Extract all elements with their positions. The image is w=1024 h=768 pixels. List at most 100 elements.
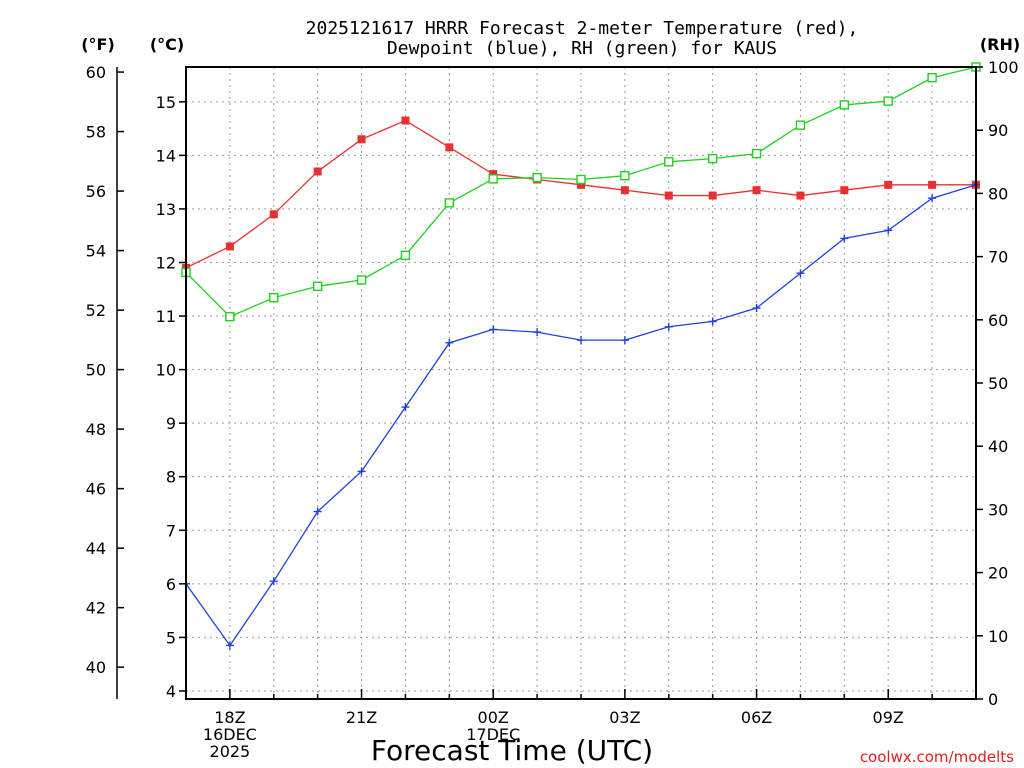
time-tick-label: 09Z (873, 708, 904, 727)
celsius-tick-label: 6 (166, 575, 176, 594)
temperature-point (928, 180, 937, 189)
rh-tick-label: 10 (988, 627, 1008, 646)
credit-text: coolwx.com/modelts (860, 748, 1014, 766)
rh-tick-label: 0 (988, 690, 998, 709)
rh-point (532, 172, 542, 183)
temperature-point (796, 191, 805, 200)
rh-tick-label: 60 (988, 311, 1008, 330)
fahrenheit-tick-label: 40 (86, 658, 106, 677)
fahrenheit-tick-label: 46 (86, 480, 106, 499)
series-layer (181, 62, 981, 650)
dewpoint-point (225, 641, 234, 650)
rh-tick-label: 90 (988, 121, 1008, 140)
chart-title-line-1: 2025121617 HRRR Forecast 2-meter Tempera… (306, 18, 859, 39)
chart-title-line-2: Dewpoint (blue), RH (green) for KAUS (387, 38, 777, 59)
rh-axis-unit: (RH) (980, 35, 1020, 54)
celsius-tick-label: 15 (156, 93, 176, 112)
temperature-point (445, 143, 454, 152)
rh-point (356, 275, 367, 285)
temperature-point (269, 210, 278, 219)
rh-tick-label: 70 (988, 248, 1008, 267)
time-tick-label: 03Z (609, 708, 640, 727)
rh-tick-label: 80 (988, 184, 1008, 203)
rh-tick-label: 30 (988, 500, 1008, 519)
temperature-point (840, 186, 849, 195)
x-axis-title: Forecast Time (UTC) (371, 734, 653, 767)
time-tick-label: 17DEC (466, 725, 520, 744)
dewpoint-point (489, 325, 498, 334)
plot-frame (185, 66, 977, 700)
rh-tick-label: 20 (988, 564, 1008, 583)
rh-tick-label: 100 (988, 58, 1019, 77)
temperature-point (664, 191, 673, 200)
fahrenheit-tick-label: 58 (86, 123, 106, 142)
fahrenheit-tick-label: 56 (86, 182, 106, 201)
dewpoint-point (884, 226, 893, 235)
dewpoint-point (752, 304, 761, 313)
fahrenheit-tick-label: 54 (86, 242, 106, 261)
dewpoint-point (269, 577, 278, 586)
rh-point (444, 198, 455, 208)
rh-point (400, 250, 411, 261)
dewpoint-point (620, 336, 629, 345)
rh-axis: 0 10 20 30 40 50 60 70 80 90 100 (976, 58, 1019, 709)
fahrenheit-tick-label: 60 (86, 63, 106, 82)
celsius-tick-label: 9 (166, 414, 176, 433)
temperature-point (708, 191, 717, 200)
dewpoint-point (401, 403, 410, 412)
celsius-tick-label: 10 (156, 361, 176, 380)
rh-point (620, 171, 630, 181)
temperature-point (357, 135, 366, 144)
dewpoint-point (313, 507, 322, 516)
fahrenheit-tick-label: 44 (86, 539, 106, 558)
time-tick-label: 18Z (214, 708, 245, 727)
time-tick-label: 21Z (346, 708, 377, 727)
rh-point (751, 148, 762, 159)
celsius-tick-label: 5 (166, 628, 176, 647)
fahrenheit-axis-unit: (°F) (81, 35, 115, 54)
dewpoint-point (357, 467, 366, 476)
dewpoint-point (533, 328, 542, 337)
rh-point (312, 281, 323, 292)
rh-point (707, 153, 718, 164)
chart-title: 2025121617 HRRR Forecast 2-meter Tempera… (306, 18, 859, 59)
fahrenheit-tick-label: 48 (86, 420, 106, 439)
rh-point (576, 174, 586, 185)
grid (186, 67, 976, 699)
dewpoint-series (182, 180, 980, 650)
celsius-tick-label: 7 (166, 521, 176, 540)
dewpoint-point (708, 317, 717, 326)
temperature-point (884, 180, 893, 189)
rh-point (225, 311, 235, 322)
celsius-tick-label: 13 (156, 200, 176, 219)
temperature-point (225, 242, 234, 251)
time-tick-label: 2025 (210, 742, 251, 761)
time-tick-label: 00Z (478, 708, 509, 727)
celsius-tick-label: 14 (156, 146, 176, 165)
celsius-tick-label: 8 (166, 468, 176, 487)
temperature-point (620, 186, 629, 195)
time-tick-label: 16DEC (203, 725, 257, 744)
dewpoint-point (928, 194, 937, 203)
fahrenheit-axis: 40 42 44 46 48 50 52 54 56 58 60 (86, 63, 124, 677)
celsius-tick-label: 12 (156, 253, 176, 272)
celsius-axis-unit: (°C) (150, 35, 184, 54)
rh-point (839, 100, 850, 110)
dewpoint-point (445, 338, 454, 347)
rh-point (883, 96, 893, 106)
temperature-point (489, 170, 498, 179)
rh-tick-label: 40 (988, 437, 1008, 456)
dewpoint-point (796, 269, 805, 278)
rh-point (488, 174, 498, 184)
rh-point (927, 73, 937, 83)
celsius-axis: 4 5 6 7 8 9 10 11 12 13 14 15 (156, 93, 186, 701)
temperature-point (752, 186, 761, 195)
fahrenheit-tick-label: 52 (86, 301, 106, 320)
temperature-point (401, 116, 410, 125)
dewpoint-point (664, 322, 673, 331)
dewpoint-point (577, 336, 585, 345)
fahrenheit-tick-label: 50 (86, 361, 106, 380)
time-tick-label: 06Z (741, 708, 772, 727)
